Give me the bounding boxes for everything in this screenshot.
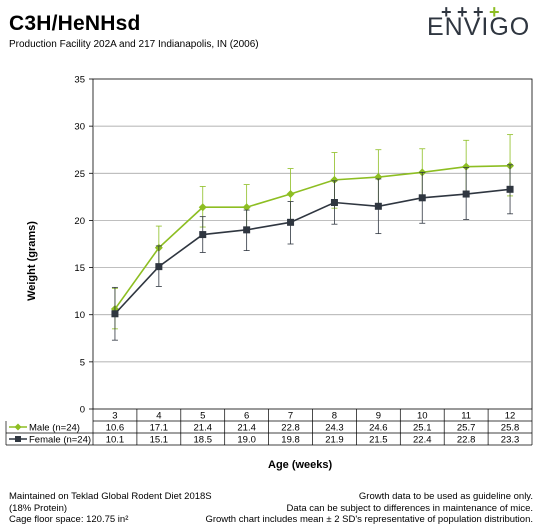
table-value: 10.6 [106, 423, 125, 434]
table-value: 24.3 [325, 423, 344, 434]
x-tick-label: 6 [244, 411, 249, 422]
y-tick-label: 20 [74, 216, 85, 227]
guideline-line-1: Growth data to be used as guideline only… [358, 491, 533, 502]
data-point [506, 185, 514, 193]
table-value: 23.3 [501, 435, 520, 446]
guideline-note: Growth data to be used as guideline only… [205, 491, 533, 526]
diet-line-1: Maintained on Teklad Global Rodent Diet … [9, 491, 212, 502]
guideline-line-3: Growth chart includes mean ± 2 SD's repr… [205, 514, 533, 525]
data-point [111, 310, 119, 318]
x-tick-label: 8 [332, 411, 337, 422]
table-value: 25.8 [501, 423, 520, 434]
table-value: 25.7 [457, 423, 476, 434]
y-tick-label: 15 [74, 263, 85, 274]
logo-plus-3: + [473, 2, 484, 22]
legend-label: Male (n=24) [29, 423, 80, 434]
x-tick-label: 7 [288, 411, 293, 422]
data-point [374, 202, 382, 210]
y-tick-label: 0 [80, 405, 85, 416]
logo-plus-1: + [441, 2, 452, 22]
table-value: 19.8 [281, 435, 300, 446]
x-axis-label: Age (weeks) [268, 459, 333, 471]
legend-label: Female (n=24) [29, 435, 91, 446]
diet-line-2: (18% Protein) [9, 502, 68, 514]
x-tick-label: 3 [112, 411, 117, 422]
chart-title: C3H/HeNHsd [9, 12, 141, 35]
logo-text: ENVIGO [427, 13, 531, 41]
y-tick-label: 35 [74, 75, 85, 86]
data-point [287, 218, 295, 226]
x-tick-label: 4 [156, 411, 161, 422]
table-value: 22.8 [281, 423, 300, 434]
data-point [155, 263, 163, 271]
series-line [114, 188, 511, 315]
table-value: 21.4 [237, 423, 256, 434]
chart-subtitle: Production Facility 202A and 217 Indiana… [9, 39, 259, 50]
logo-plus-2: + [457, 2, 468, 22]
table-value: 22.8 [457, 435, 476, 446]
table-value: 21.9 [325, 435, 344, 446]
envigo-logo: + + + + [423, 2, 533, 46]
x-tick-label: 5 [200, 411, 205, 422]
data-point [199, 231, 207, 239]
y-tick-label: 25 [74, 169, 85, 180]
table-value: 22.4 [413, 435, 432, 446]
table-value: 21.4 [194, 423, 213, 434]
table-value: 10.1 [106, 435, 125, 446]
table-value: 25.1 [413, 423, 432, 434]
data-point [330, 199, 338, 207]
y-tick-label: 10 [74, 310, 85, 321]
data-point [418, 194, 426, 202]
data-point [330, 175, 339, 184]
table-value: 15.1 [150, 435, 169, 446]
cage-space-line: Cage floor space: 120.75 in² [9, 514, 129, 525]
x-tick-label: 12 [505, 411, 516, 422]
table-value: 18.5 [194, 435, 213, 446]
data-point [198, 203, 207, 212]
table-value: 19.0 [237, 435, 256, 446]
legend-key-marker [15, 436, 21, 442]
x-tick-label: 10 [417, 411, 428, 422]
data-point [462, 162, 471, 171]
x-tick-label: 11 [461, 411, 471, 422]
guideline-line-2: Data can be subject to differences in ma… [286, 502, 533, 514]
y-tick-label: 30 [74, 122, 85, 133]
logo-plus-4: + [489, 2, 500, 22]
table-value: 21.5 [369, 435, 388, 446]
table-value: 17.1 [150, 423, 169, 434]
diet-note: Maintained on Teklad Global Rodent Diet … [9, 491, 212, 526]
data-point [286, 190, 295, 199]
y-axis-label: Weight (grams) [25, 221, 38, 301]
data-point [243, 226, 251, 234]
data-point [462, 190, 470, 198]
x-tick-label: 9 [376, 411, 381, 422]
y-tick-label: 5 [80, 357, 85, 368]
data-point [242, 203, 251, 212]
legend-key-marker [14, 423, 22, 431]
series-line [114, 164, 511, 310]
table-value: 24.6 [369, 423, 388, 434]
